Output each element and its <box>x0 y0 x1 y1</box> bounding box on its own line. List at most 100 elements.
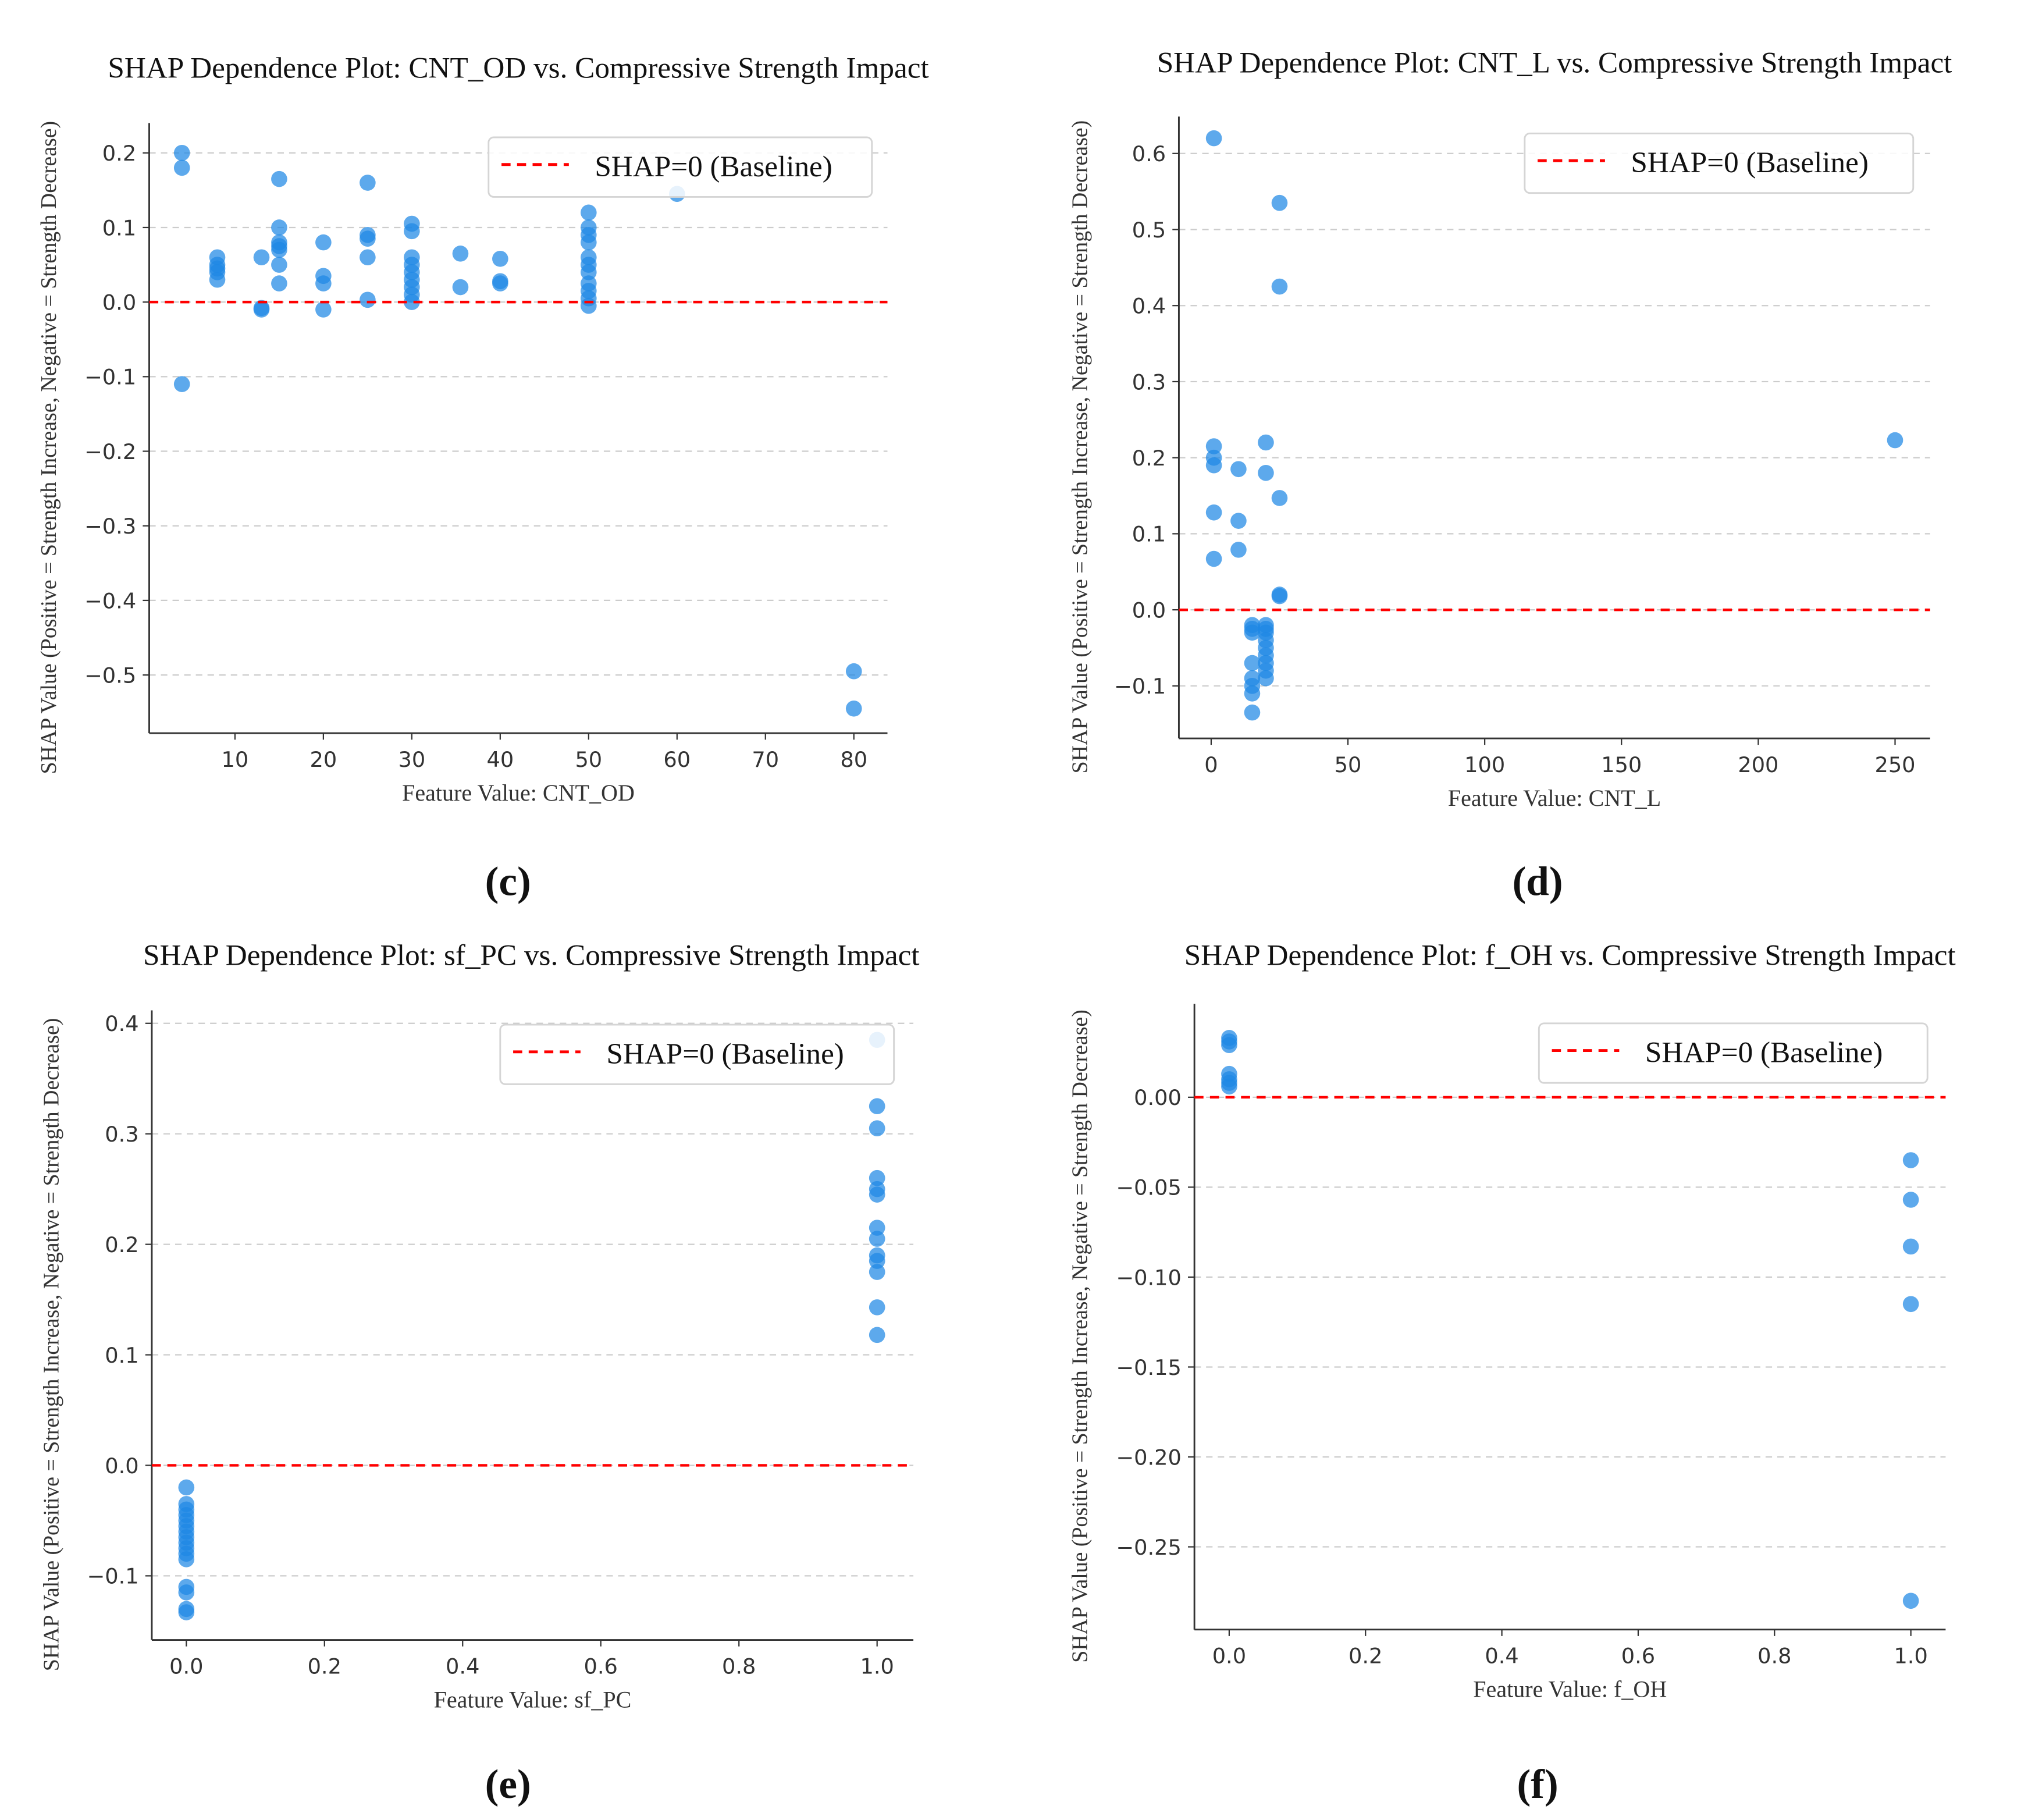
data-point <box>178 1479 195 1496</box>
x-tick-label: 50 <box>575 747 602 772</box>
data-point <box>360 230 376 247</box>
y-axis-label: SHAP Value (Positive = Strength Increase… <box>1068 120 1092 774</box>
data-point <box>253 249 270 266</box>
data-point <box>271 275 287 292</box>
y-tick-label: 0.1 <box>1132 522 1166 547</box>
data-point <box>315 301 332 318</box>
y-tick-label: 0.0 <box>102 290 136 315</box>
chart-title: SHAP Dependence Plot: CNT_OD vs. Compres… <box>108 52 928 85</box>
y-tick-label: −0.05 <box>1116 1175 1182 1200</box>
panel-label: (e) <box>485 1762 531 1807</box>
data-point <box>178 1604 195 1620</box>
data-point <box>271 170 287 187</box>
y-tick-label: 0.0 <box>1132 598 1166 623</box>
chart-panel-f: 0.00 −0.05 −0.10 −0.15 −0.20 −0.25 0.0 0.2 0.4 0.… <box>1068 939 1955 1808</box>
data-point <box>1221 1078 1237 1095</box>
panel-label: (c) <box>485 859 531 904</box>
data-point <box>1258 464 1274 481</box>
data-point <box>1205 457 1222 474</box>
data-point <box>1244 685 1261 702</box>
data-point <box>1902 1192 1919 1208</box>
data-point <box>1258 670 1274 687</box>
data-point <box>404 294 420 310</box>
y-tick-label: −0.1 <box>87 1564 139 1589</box>
data-point <box>869 1098 885 1115</box>
legend-box <box>1538 1022 1929 1084</box>
legend-box <box>488 136 873 198</box>
chart-title: SHAP Dependence Plot: sf_PC vs. Compress… <box>143 939 920 972</box>
x-tick-label: 0 <box>1204 752 1218 777</box>
chart-title: SHAP Dependence Plot: CNT_L vs. Compress… <box>1157 47 1952 80</box>
y-tick-label: −0.2 <box>84 439 136 464</box>
data-point <box>360 292 376 308</box>
data-point <box>1205 130 1222 147</box>
chart-panel-e: 0.4 0.3 0.2 0.1 0.0 −0.1 0.0 0.2 0.4 0.6 0.8 1.0 SHA… <box>40 939 920 1808</box>
chart-title: SHAP Dependence Plot: f_OH vs. Compressi… <box>1184 939 1956 972</box>
data-point <box>1244 624 1261 641</box>
x-tick-label: 200 <box>1738 752 1778 777</box>
y-tick-label: 0.1 <box>105 1343 138 1368</box>
x-tick-label: 0.6 <box>584 1654 618 1679</box>
y-tick-label: −0.1 <box>84 365 136 390</box>
data-point <box>1205 550 1222 567</box>
data-point <box>360 175 376 191</box>
data-point <box>271 241 287 258</box>
x-tick-label: 0.0 <box>169 1654 203 1679</box>
data-point <box>1230 513 1247 529</box>
legend-label: SHAP=0 (Baseline) <box>606 1037 844 1071</box>
x-tick-label: 1.0 <box>860 1654 894 1679</box>
data-point <box>581 234 597 251</box>
y-tick-label: −0.4 <box>84 588 136 613</box>
y-tick-label: 0.2 <box>102 141 136 166</box>
data-point <box>1230 461 1247 478</box>
y-tick-label: 0.1 <box>102 215 136 240</box>
data-point <box>845 663 862 680</box>
x-axis-label: Feature Value: f_OH <box>1473 1676 1667 1702</box>
x-tick-label: 100 <box>1464 752 1505 777</box>
data-point <box>1902 1296 1919 1313</box>
y-tick-label: 0.4 <box>105 1011 138 1036</box>
y-tick-label: 0.00 <box>1134 1085 1182 1110</box>
x-tick-label: 40 <box>486 747 514 772</box>
data-point <box>1205 504 1222 521</box>
chart-panel-d: 0.6 0.5 0.4 0.3 0.2 0.1 0.0 −0.1 0 50 100 150 200 250… <box>1068 47 1952 905</box>
y-tick-label: −0.20 <box>1116 1445 1182 1470</box>
data-point <box>1244 704 1261 721</box>
y-axis-label: SHAP Value (Positive = Strength Increase… <box>1068 1009 1092 1663</box>
x-tick-label: 0.2 <box>308 1654 341 1679</box>
x-tick-label: 1.0 <box>1894 1644 1927 1669</box>
x-tick-label: 0.6 <box>1621 1644 1655 1669</box>
data-point <box>492 275 508 292</box>
y-axis-label: SHAP Value (Positive = Strength Increase… <box>37 121 61 774</box>
x-tick-label: 150 <box>1601 752 1642 777</box>
legend-box <box>499 1023 895 1085</box>
x-axis-label: Feature Value: sf_PC <box>434 1686 632 1712</box>
legend-label: SHAP=0 (Baseline) <box>595 150 832 183</box>
data-point <box>271 219 287 236</box>
data-point <box>1902 1238 1919 1255</box>
data-point <box>869 1299 885 1316</box>
data-point <box>869 1231 885 1247</box>
y-tick-label: −0.3 <box>84 514 136 539</box>
x-tick-label: 0.8 <box>722 1654 756 1679</box>
x-tick-label: 0.8 <box>1757 1644 1791 1669</box>
data-point <box>869 1253 885 1269</box>
data-point <box>1271 278 1288 295</box>
x-tick-label: 80 <box>840 747 867 772</box>
data-point <box>178 1584 195 1601</box>
data-point <box>404 223 420 240</box>
data-point <box>1230 542 1247 558</box>
data-point <box>869 1220 885 1236</box>
data-point <box>315 275 332 292</box>
x-tick-label: 50 <box>1335 752 1362 777</box>
data-point <box>581 264 597 280</box>
data-point <box>173 376 190 392</box>
y-tick-label: 0.3 <box>105 1122 138 1147</box>
data-point <box>869 1264 885 1280</box>
y-tick-label: 0.0 <box>105 1453 138 1478</box>
y-tick-label: 0.6 <box>1132 141 1166 166</box>
y-tick-label: 0.2 <box>1132 446 1166 471</box>
data-point <box>1271 490 1288 506</box>
data-point <box>1205 438 1222 454</box>
